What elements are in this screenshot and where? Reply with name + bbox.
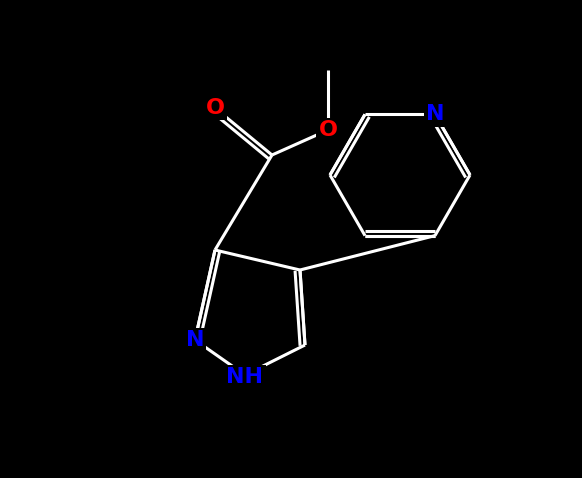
Text: N: N [426, 104, 444, 124]
Text: NH: NH [226, 367, 264, 387]
Text: O: O [205, 98, 225, 118]
Text: O: O [318, 120, 338, 140]
Text: N: N [186, 330, 204, 350]
